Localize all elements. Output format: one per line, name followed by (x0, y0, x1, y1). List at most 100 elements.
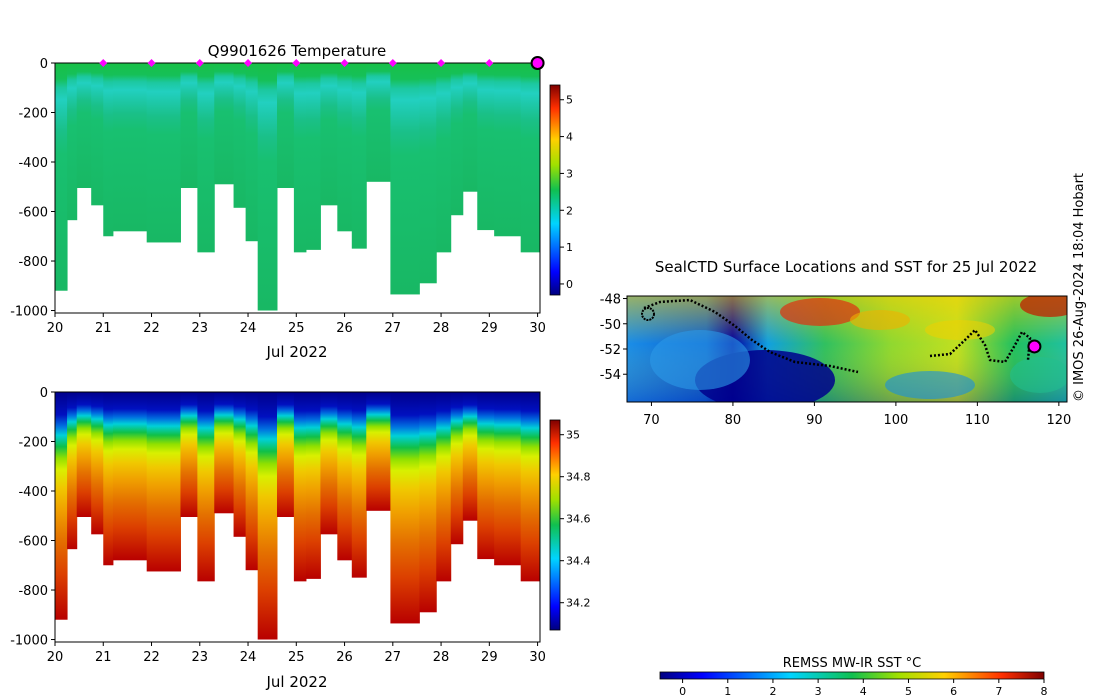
surface-marker (99, 59, 108, 67)
salinity-profile (320, 392, 338, 535)
temperature-profile (366, 63, 391, 182)
salinity-profile (55, 392, 68, 620)
map-y-tick-label: -50 (600, 318, 621, 333)
temperature-x-tick-label: 26 (336, 321, 353, 336)
salinity-profile (436, 392, 452, 582)
temperature-y-tick-label: -1000 (10, 305, 48, 320)
temperature-profiles (55, 63, 540, 311)
salinity-profile (337, 392, 353, 561)
map-y-tick-label: -54 (600, 368, 621, 383)
temperature-x-tick-label: 24 (240, 321, 257, 336)
surface-marker (388, 59, 397, 67)
sst-colorbar-tick-label: 7 (995, 685, 1002, 698)
map-y-tick-label: -52 (600, 343, 621, 358)
salinity-x-tick-label: 27 (385, 650, 402, 665)
map-x-tick-label: 100 (883, 413, 908, 428)
salinity-profile (305, 392, 321, 579)
temperature-profile (103, 63, 114, 237)
temperature-profile (390, 63, 420, 295)
temperature-profile (214, 63, 235, 185)
salinity-colorbar-tick-label: 34.8 (566, 471, 591, 484)
salinity-profile (257, 392, 278, 640)
temperature-profile (276, 63, 295, 188)
salinity-profiles (55, 392, 540, 640)
temperature-profile (520, 63, 540, 253)
temperature-x-tick-label: 30 (529, 321, 546, 336)
temperature-profile (76, 63, 92, 188)
salinity-x-tick-label: 25 (288, 650, 305, 665)
temperature-x-tick-label: 21 (95, 321, 112, 336)
map-x-tick-label: 90 (806, 413, 823, 428)
salinity-y-axis: 0 -200 -400 -600 -800 -1000 (10, 386, 55, 649)
salinity-profile (245, 392, 259, 571)
sst-colorbar-tick-label: 8 (1041, 685, 1048, 698)
salinity-y-tick-label: 0 (40, 386, 48, 401)
temperature-x-tick-label: 20 (47, 321, 64, 336)
temperature-x-tick-label: 28 (433, 321, 450, 336)
temperature-profile (197, 63, 215, 253)
salinity-y-tick-label: -1000 (10, 634, 48, 649)
map-x-tick-label: 80 (725, 413, 742, 428)
salinity-profile (293, 392, 307, 582)
temperature-profile (180, 63, 198, 188)
sst-colorbar-ticks: 0 1 2 3 4 5 6 7 8 (679, 679, 1048, 698)
salinity-xlabel: Jul 2022 (265, 673, 327, 691)
temperature-xlabel: Jul 2022 (265, 343, 327, 361)
salinity-profile (67, 392, 78, 550)
salinity-x-tick-label: 30 (529, 650, 546, 665)
temperature-y-tick-label: -800 (18, 255, 48, 270)
salinity-y-tick-label: -200 (18, 436, 48, 451)
surface-marker (485, 59, 494, 67)
salinity-profile (91, 392, 104, 535)
sst-colorbar-tick-label: 4 (860, 685, 867, 698)
salinity-profile (390, 392, 420, 624)
temperature-colorbar-ticks: 0 1 2 3 4 5 (560, 94, 573, 291)
temperature-profile (436, 63, 452, 253)
latest-surface-marker (530, 56, 545, 70)
surface-marker (292, 59, 301, 67)
sst-colorbar-tick-label: 6 (950, 685, 957, 698)
surface-marker (195, 59, 204, 67)
temperature-x-tick-label: 29 (481, 321, 498, 336)
map-x-tick-label: 120 (1046, 413, 1071, 428)
temperature-colorbar-tick-label: 0 (566, 278, 573, 291)
temperature-y-axis: 0 -200 -400 -600 -800 -1000 (10, 57, 55, 320)
temperature-colorbar-tick-label: 5 (566, 94, 573, 107)
surface-markers (99, 56, 545, 70)
sst-colorbar-tick-label: 3 (815, 685, 822, 698)
temperature-profile (450, 63, 464, 216)
temperature-x-tick-label: 25 (288, 321, 305, 336)
sst-field (627, 296, 1067, 402)
salinity-profile (462, 392, 478, 521)
salinity-x-tick-label: 21 (95, 650, 112, 665)
salinity-profile (103, 392, 114, 566)
temperature-profile (337, 63, 353, 232)
temperature-colorbar (549, 84, 561, 296)
temperature-colorbar-tick-label: 1 (566, 241, 573, 254)
temperature-profile (320, 63, 338, 206)
salinity-profile (180, 392, 198, 517)
temperature-profile (462, 63, 478, 192)
temperature-profile (91, 63, 104, 206)
temperature-y-tick-label: 0 (40, 57, 48, 72)
latest-position-marker (1027, 339, 1042, 354)
temperature-y-tick-label: -600 (18, 206, 48, 221)
surface-marker (340, 59, 349, 67)
temperature-profile (305, 63, 321, 250)
salinity-colorbar-ticks: 34.2 34.4 34.6 34.8 35 (560, 429, 591, 610)
temperature-title: Q9901626 Temperature (208, 42, 386, 60)
sst-colorbar-tick-label: 1 (724, 685, 731, 698)
salinity-colorbar (549, 419, 561, 631)
temperature-profile (351, 63, 367, 249)
salinity-colorbar-tick-label: 35 (566, 429, 580, 442)
surface-marker (147, 59, 156, 67)
temperature-profile (494, 63, 522, 237)
salinity-x-tick-label: 26 (336, 650, 353, 665)
map-x-axis: 70 80 90 100 110 120 (643, 402, 1071, 428)
salinity-profile (276, 392, 295, 517)
salinity-x-tick-label: 23 (192, 650, 209, 665)
salinity-profile (450, 392, 464, 545)
map-y-tick-label: -48 (600, 293, 621, 308)
sst-map-panel: SealCTD Surface Locations and SST for 25… (600, 258, 1072, 698)
salinity-profile (197, 392, 215, 582)
